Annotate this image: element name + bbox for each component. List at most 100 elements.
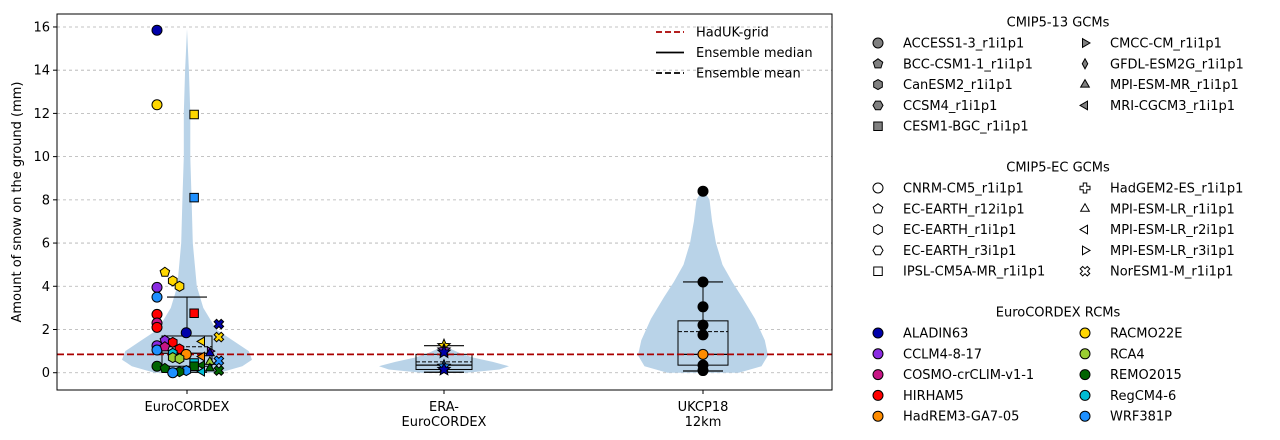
data-point	[151, 291, 163, 303]
legend-item-label: IPSL-CM5A-MR_r1i1p1	[903, 265, 1045, 280]
legend-marker	[1082, 37, 1092, 49]
legend-item-label: CanESM2_r1i1p1	[903, 78, 1013, 93]
legend-item-label: HadGEM2-ES_r1i1p1	[1110, 182, 1243, 197]
legend-item-label: MPI-ESM-LR_r2i1p1	[1110, 223, 1235, 238]
data-point	[151, 321, 163, 333]
y-tick-label: 12	[33, 107, 50, 122]
legend-item-label: RCA4	[1110, 347, 1145, 362]
data-point	[189, 109, 199, 120]
y-tick-label: 0	[42, 366, 50, 381]
line-legend-label: Ensemble mean	[696, 67, 801, 82]
y-tick-label: 6	[42, 237, 50, 252]
y-axis-label: Amount of snow on the ground (mm)	[10, 81, 25, 322]
legend-item-label: MPI-ESM-LR_r1i1p1	[1110, 202, 1235, 217]
legend-marker	[873, 79, 883, 91]
data-point	[697, 276, 709, 288]
plot-area: 0 2 4 6 8 10 12 14 16 Amount of snow on the groun…	[10, 13, 833, 430]
legend-marker	[872, 369, 884, 381]
legend-item-label: CESM1-BGC_r1i1p1	[903, 120, 1029, 135]
data-point	[180, 327, 192, 339]
legend-marker	[872, 182, 884, 194]
legend-item-label: HIRHAM5	[903, 389, 964, 404]
data-point	[159, 341, 171, 352]
legend-marker	[1079, 369, 1091, 381]
legend-marker	[873, 121, 883, 131]
data-point	[213, 365, 225, 377]
legend-item-label: EC-EARTH_r12i1p1	[903, 202, 1025, 217]
legend-item-label: REMO2015	[1110, 368, 1182, 383]
data-point	[195, 351, 205, 362]
data-point	[213, 331, 225, 343]
legend-marker	[872, 348, 884, 360]
legend-item-label: EC-EARTH_r3i1p1	[903, 244, 1016, 259]
legend-marker	[872, 327, 884, 339]
data-point	[167, 367, 179, 379]
legend-marker	[872, 245, 884, 256]
data-point	[697, 348, 709, 360]
line-legend-label: HadUK-grid	[696, 26, 769, 41]
legend-item-label: NorESM1-M_r1i1p1	[1110, 265, 1233, 280]
legend-marker	[873, 266, 883, 276]
y-tick-label: 10	[33, 150, 50, 165]
legend-item-label: GFDL-ESM2G_r1i1p1	[1110, 57, 1244, 72]
legend-item-label: ALADIN63	[903, 327, 968, 342]
legend-marker	[1079, 348, 1091, 360]
legend-item-label: EC-EARTH_r1i1p1	[903, 223, 1016, 238]
legend-marker	[1079, 389, 1091, 401]
legend-item-label: WRF381P	[1110, 410, 1172, 425]
data-point	[697, 365, 709, 377]
data-point	[697, 329, 709, 341]
legend-area: HadUK-grid Ensemble median Ensemble mean CM…	[656, 16, 1244, 425]
legend-marker	[872, 389, 884, 401]
data-point	[174, 353, 185, 365]
legend-item-label: RegCM4-6	[1110, 389, 1176, 404]
legend-marker	[1081, 57, 1089, 70]
legend-item-label: CCLM4-8-17	[903, 347, 982, 362]
legend-marker	[872, 37, 884, 49]
data-point	[189, 192, 199, 203]
legend-marker	[873, 224, 883, 236]
legend-marker	[872, 58, 884, 69]
data-point	[159, 266, 171, 277]
legend-item-label: HadREM3-GA7-05	[903, 410, 1019, 425]
legend-marker	[1079, 78, 1091, 88]
legend-marker	[1079, 265, 1091, 277]
y-tick-label: 8	[42, 193, 50, 208]
legend-item-label: CCSM4_r1i1p1	[903, 99, 997, 114]
legend-marker	[872, 203, 884, 214]
legend-marker	[1079, 182, 1091, 194]
x-tick-label: EuroCORDEX	[402, 415, 487, 430]
legend-group-title: EuroCORDEX RCMs	[996, 306, 1121, 321]
x-tick-label: UKCP18	[678, 400, 729, 415]
legend-item-label: BCC-CSM1-1_r1i1p1	[903, 57, 1033, 72]
legend-marker	[1079, 202, 1091, 212]
data-point	[195, 366, 205, 377]
data-point	[436, 344, 452, 359]
data-point	[167, 336, 178, 349]
line-legend-label: Ensemble median	[696, 46, 813, 61]
data-point	[213, 318, 225, 330]
legend-marker	[872, 100, 884, 111]
legend-marker	[1082, 245, 1092, 256]
legend-item-label: CMCC-CM_r1i1p1	[1110, 37, 1222, 52]
legend-marker	[1078, 100, 1088, 111]
data-point	[195, 359, 205, 371]
y-tick-label: 14	[33, 64, 50, 79]
data-point	[697, 319, 709, 331]
legend-item-label: RACMO22E	[1110, 327, 1182, 342]
legend-marker	[1079, 410, 1091, 422]
legend-marker	[1079, 327, 1091, 339]
data-point	[151, 24, 163, 36]
x-tick-label: EuroCORDEX	[145, 400, 230, 415]
data-point	[174, 280, 185, 292]
y-tick-label: 4	[42, 280, 50, 295]
data-point	[697, 301, 709, 313]
data-point	[195, 336, 205, 347]
data-point	[189, 361, 199, 371]
y-tick-label: 2	[42, 323, 50, 338]
data-point	[204, 347, 216, 357]
data-point	[436, 361, 452, 376]
legend-group-title: CMIP5-EC GCMs	[1006, 161, 1110, 176]
legend-item-label: MRI-CGCM3_r1i1p1	[1110, 99, 1235, 114]
y-tick-label: 16	[33, 20, 50, 35]
